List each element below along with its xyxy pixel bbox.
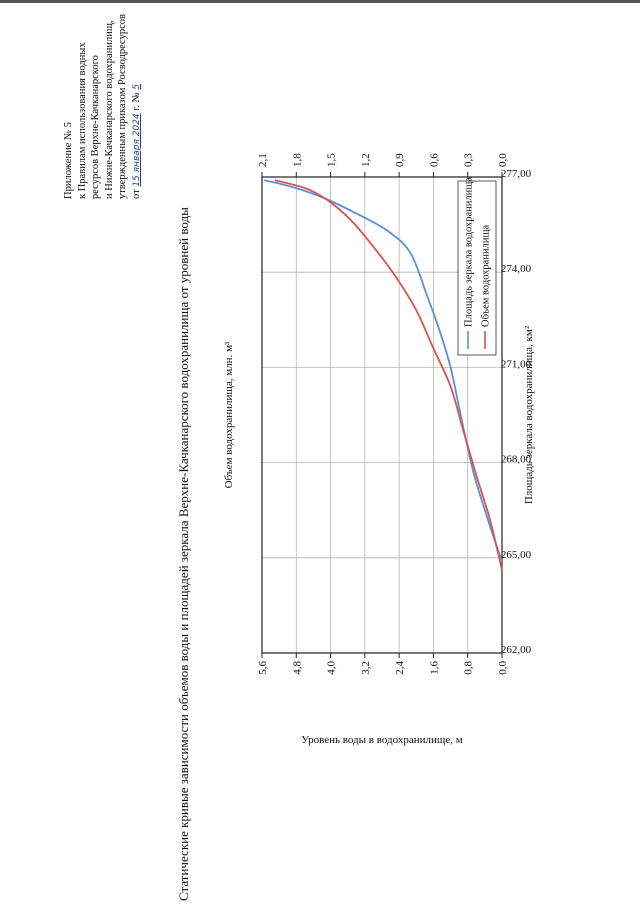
top-tick-label: 4,8	[291, 661, 303, 675]
legend-box	[457, 180, 497, 356]
y-tick-label: 268,00	[501, 454, 532, 466]
y-tick-label: 262,00	[501, 644, 532, 656]
top-axis-label: Объем водохранилища, млн. м³	[223, 341, 235, 488]
legend: Площадь зеркала водохранилища Объем водо…	[457, 177, 497, 356]
series-line-volume	[274, 179, 503, 571]
top-tick-label: 5,6	[257, 661, 269, 675]
top-tick-label: 3,2	[360, 661, 372, 675]
plot-frame	[261, 176, 503, 654]
bottom-tick-label: 1,2	[360, 153, 372, 167]
legend-label-area: Площадь зеркала водохранилища	[464, 177, 475, 327]
page-edge	[0, 0, 640, 3]
top-axis-ticks: 0,0 0,8 1,6 2,4 3,2 4,0 4,8 5,6	[257, 653, 509, 675]
bottom-axis-ticks: 0,0 0,3 0,6 0,9 1,2 1,5 1,8 2,1	[257, 153, 509, 177]
top-tick-label: 0,8	[463, 661, 475, 675]
y-axis-ticks: 262,00 265,00 268,00 271,00 274,00 277,00	[501, 168, 532, 656]
bottom-tick-label: 0,6	[428, 153, 440, 167]
top-tick-label: 4,0	[326, 661, 338, 675]
top-tick-label: 2,4	[394, 661, 406, 675]
y-tick-label: 271,00	[501, 358, 532, 370]
bottom-tick-label: 1,8	[291, 153, 303, 167]
top-tick-label: 0,0	[497, 661, 509, 675]
bottom-tick-label: 1,5	[326, 153, 338, 167]
top-tick-label: 1,6	[428, 661, 440, 675]
y-tick-label: 274,00	[501, 263, 532, 275]
y-tick-label: 265,00	[501, 549, 532, 561]
y-axis-label: Уровень воды в водохранилище, м	[301, 734, 462, 746]
bottom-tick-label: 2,1	[257, 153, 269, 167]
bottom-axis-label: Площадь зеркала водохранилища, км²	[523, 325, 535, 504]
series-lines	[264, 179, 503, 571]
bottom-tick-label: 0,0	[497, 153, 509, 167]
bottom-tick-label: 0,3	[463, 153, 475, 167]
legend-label-volume: Объем водохранилища	[481, 224, 492, 327]
y-tick-label: 277,00	[501, 168, 532, 180]
bottom-tick-label: 0,9	[394, 153, 406, 167]
